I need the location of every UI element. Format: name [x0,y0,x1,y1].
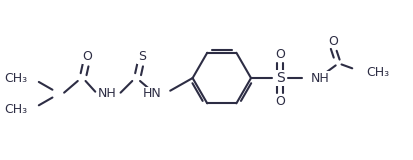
Text: CH₃: CH₃ [4,103,27,116]
Text: NH: NH [97,87,116,100]
Text: O: O [83,50,93,63]
Text: CH₃: CH₃ [4,72,27,84]
Text: HN: HN [143,87,161,100]
Text: O: O [328,35,338,48]
Text: CH₃: CH₃ [366,66,389,79]
Text: O: O [275,95,285,108]
Text: S: S [276,71,285,85]
Text: O: O [275,48,285,61]
Text: NH: NH [311,72,329,84]
Text: S: S [138,50,146,63]
